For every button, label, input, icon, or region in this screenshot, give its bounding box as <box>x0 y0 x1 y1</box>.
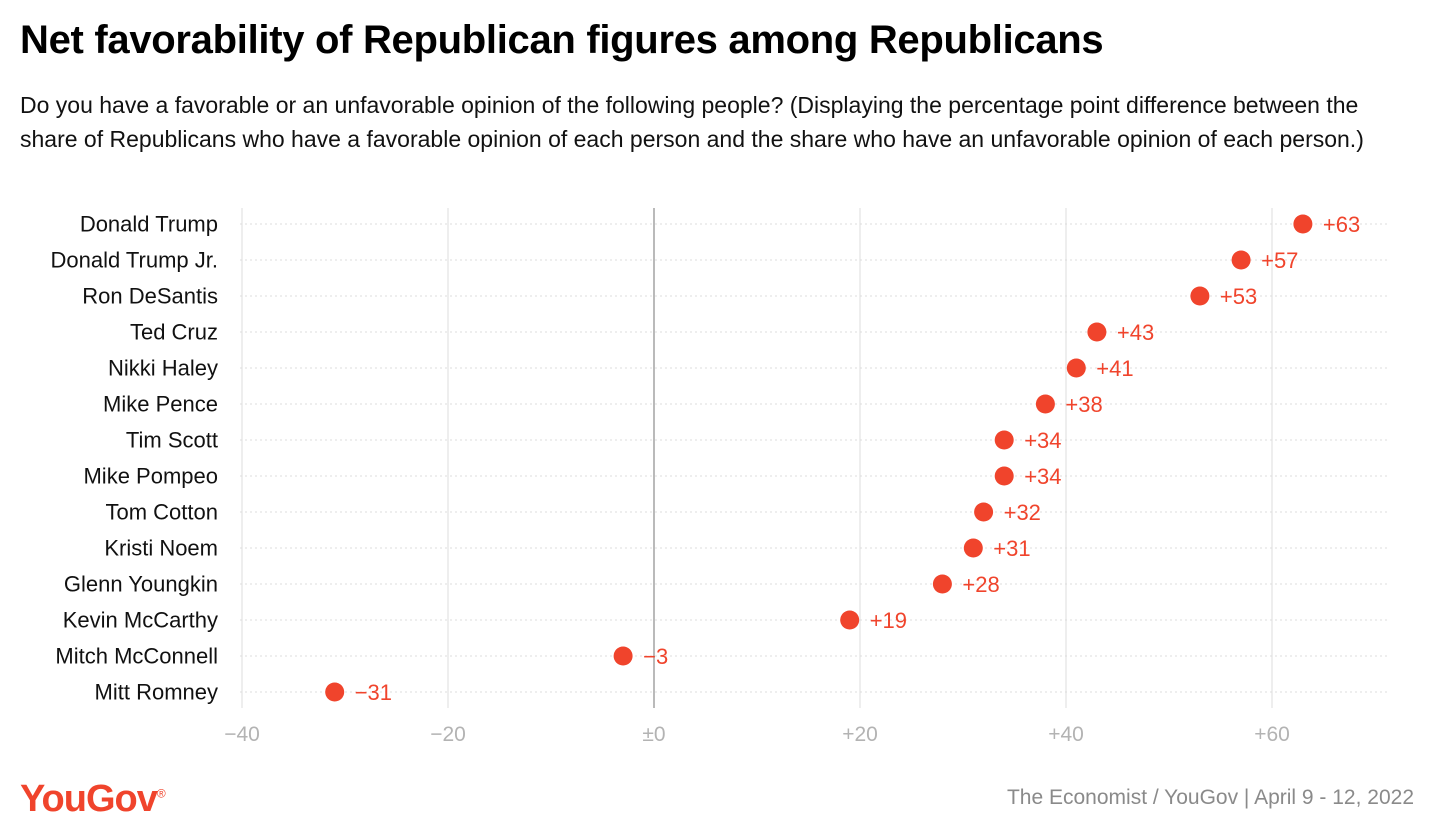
category-label: Kristi Noem <box>104 536 218 561</box>
category-label: Mitt Romney <box>95 680 218 705</box>
value-label: +38 <box>1065 392 1102 417</box>
value-label: +63 <box>1323 212 1360 237</box>
category-label: Mike Pence <box>103 392 218 417</box>
data-point <box>1231 250 1251 270</box>
data-point <box>963 538 983 558</box>
chart-title: Net favorability of Republican figures a… <box>20 18 1104 62</box>
dot-chart: Donald Trump Donald Trump Jr. Ron DeSantis… <box>50 208 1390 746</box>
data-point <box>613 646 633 666</box>
value-label: −31 <box>355 680 392 705</box>
value-label: +57 <box>1261 248 1298 273</box>
data-point <box>840 610 860 630</box>
category-label: Tim Scott <box>126 428 218 453</box>
category-label: Donald Trump Jr. <box>50 248 218 273</box>
yougov-logo: YouGov® <box>20 778 166 820</box>
data-point <box>974 502 994 522</box>
source-note: The Economist / YouGov | April 9 - 12, 2… <box>1006 786 1414 809</box>
data-point <box>1066 358 1086 378</box>
category-label: Tom Cotton <box>106 500 219 525</box>
category-label: Ron DeSantis <box>82 284 218 309</box>
category-label: Mike Pompeo <box>83 464 218 489</box>
chart-subtitle: Do you have a favorable or an unfavorabl… <box>20 92 1364 152</box>
value-label: +32 <box>1004 500 1041 525</box>
value-label: +34 <box>1024 464 1061 489</box>
category-label: Nikki Haley <box>108 356 218 381</box>
category-label: Kevin McCarthy <box>63 608 218 633</box>
data-point <box>325 682 345 702</box>
category-label: Mitch McConnell <box>55 644 218 669</box>
data-point <box>994 430 1014 450</box>
value-label: +43 <box>1117 320 1154 345</box>
data-points <box>325 214 1313 702</box>
x-tick-label: ±0 <box>642 723 665 746</box>
grid-lines <box>240 208 1390 708</box>
data-point <box>1087 322 1107 342</box>
value-label: +19 <box>870 608 907 633</box>
data-point <box>1190 286 1210 306</box>
value-label: +31 <box>993 536 1030 561</box>
value-label: +41 <box>1096 356 1133 381</box>
data-point <box>994 466 1014 486</box>
x-axis-ticks: −40 −20 ±0 +20 +40 +60 <box>224 723 1290 746</box>
value-label: +28 <box>962 572 999 597</box>
data-point <box>1035 394 1055 414</box>
category-labels: Donald Trump Donald Trump Jr. Ron DeSantis… <box>50 212 218 705</box>
x-tick-label: −20 <box>430 723 466 746</box>
category-label: Ted Cruz <box>130 320 218 345</box>
x-tick-label: +40 <box>1048 723 1084 746</box>
value-label: −3 <box>643 644 668 669</box>
value-label: +53 <box>1220 284 1257 309</box>
x-tick-label: −40 <box>224 723 260 746</box>
category-label: Glenn Youngkin <box>64 572 218 597</box>
x-tick-label: +60 <box>1254 723 1290 746</box>
value-labels: +63+57+53+43+41+38+34+34+32+31+28+19−3−3… <box>355 212 1361 705</box>
data-point <box>932 574 952 594</box>
value-label: +34 <box>1024 428 1061 453</box>
data-point <box>1293 214 1313 234</box>
x-tick-label: +20 <box>842 723 878 746</box>
category-label: Donald Trump <box>80 212 218 237</box>
